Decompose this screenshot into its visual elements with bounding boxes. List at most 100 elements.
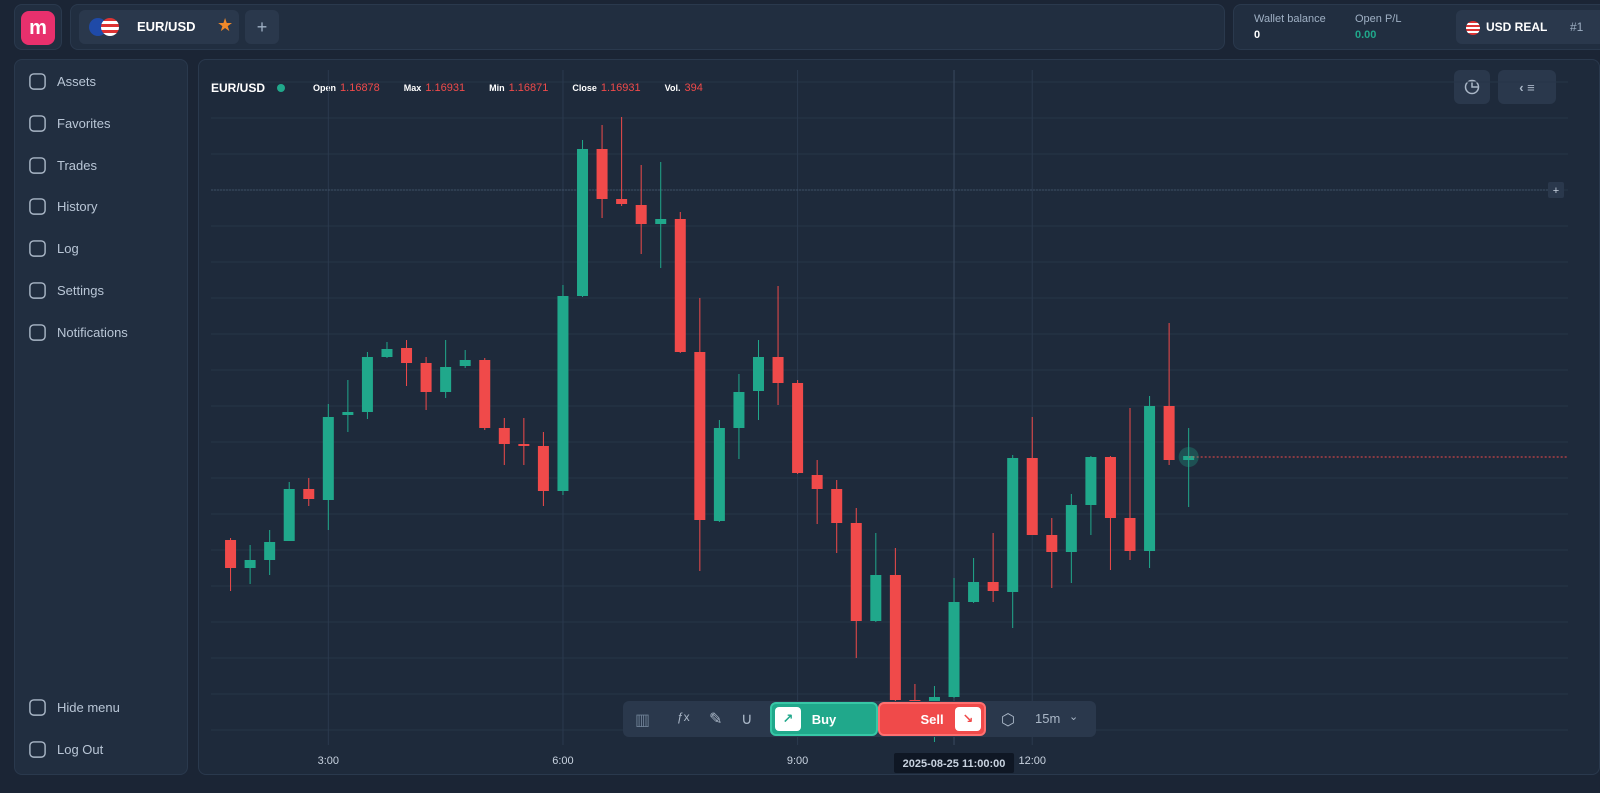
candle-body xyxy=(792,383,804,473)
settings-icon[interactable]: ⬡ xyxy=(1001,712,1015,729)
nav-item[interactable]: Notifications xyxy=(28,323,128,342)
stat-value: 1.16878 xyxy=(340,82,380,94)
candle-body xyxy=(479,360,491,428)
candle-body xyxy=(655,219,667,224)
candle-body xyxy=(361,357,373,412)
symbol: EUR/USD xyxy=(211,81,266,95)
panel-btn[interactable]: ‹ ≡ xyxy=(1498,70,1556,104)
nav-item[interactable]: Log Out xyxy=(28,740,103,759)
stat: Min 1.16871 xyxy=(489,82,548,94)
nav-label: Favorites xyxy=(57,115,111,131)
crosshair-label: 2025-08-25 11:00:00 xyxy=(903,758,1006,770)
sell-icon: ↘ xyxy=(955,707,981,731)
stat: Vol. 394 xyxy=(665,82,703,94)
nav-icon xyxy=(29,114,46,132)
wallet-value: 0 xyxy=(1254,29,1261,41)
account-select[interactable]: USD REAL #1 xyxy=(1456,10,1600,44)
candle-body xyxy=(498,428,510,444)
candle-body xyxy=(537,446,549,491)
logo-box[interactable]: m xyxy=(14,4,62,50)
indicator-btn[interactable] xyxy=(1454,70,1490,104)
nav-icon xyxy=(29,73,46,90)
crosshair-label-bg xyxy=(894,753,1015,773)
fx-icon[interactable]: ƒx xyxy=(677,710,690,724)
stat-label: Open xyxy=(313,83,337,93)
candle-body xyxy=(713,428,725,521)
star[interactable]: ★ xyxy=(217,15,234,35)
candle-body xyxy=(303,489,315,499)
stat-value: 1.16871 xyxy=(508,82,549,94)
candle-body xyxy=(322,417,334,500)
nav-icon xyxy=(29,323,46,341)
candle-body xyxy=(1065,505,1077,552)
wallet-label: Wallet balance xyxy=(1254,13,1326,25)
candle-body xyxy=(1104,457,1116,518)
nav-icon xyxy=(29,198,46,216)
candle-body xyxy=(1046,535,1058,552)
nav-label: Settings xyxy=(57,283,104,298)
candle-body xyxy=(733,392,745,428)
x-tick-label: 9:00 xyxy=(787,755,808,767)
account-id: #1 xyxy=(1570,20,1584,34)
nav-item[interactable]: History xyxy=(28,197,97,216)
layout-icon[interactable]: ▥ xyxy=(635,712,651,729)
nav-icon xyxy=(29,156,46,174)
stat: Open 1.16878 xyxy=(313,82,380,94)
candle-body xyxy=(420,363,432,392)
chevron[interactable]: ⌄ xyxy=(1069,711,1079,723)
candle-body xyxy=(694,352,706,520)
stat: Close 1.16931 xyxy=(572,82,640,94)
sell-button[interactable]: Sell ↘ xyxy=(878,702,986,736)
ohlc-header: EUR/USD Open 1.16878 Max 1.16931 Min 1.16871 C… xyxy=(211,81,715,95)
candle-body xyxy=(1007,458,1019,592)
stat-label: Close xyxy=(572,83,597,93)
candle-body xyxy=(889,575,901,700)
crosshair-add xyxy=(1548,182,1564,198)
stat-value: 1.16931 xyxy=(425,82,466,94)
candle-body xyxy=(870,575,882,621)
stat-value: 1.16931 xyxy=(600,82,641,94)
candle-body xyxy=(635,205,647,224)
nav-icon xyxy=(29,741,46,758)
live-dot xyxy=(277,84,286,92)
candle-body xyxy=(968,582,980,602)
nav-item[interactable]: Assets xyxy=(28,72,96,91)
candle-body xyxy=(831,489,843,523)
nav-item[interactable]: Trades xyxy=(28,156,97,175)
nav-item[interactable]: Settings xyxy=(28,281,104,300)
nav-label: Log Out xyxy=(57,742,104,757)
x-tick-label: 12:00 xyxy=(1018,755,1046,767)
candle-body xyxy=(440,367,452,392)
nav-icon xyxy=(29,240,46,257)
candle-body xyxy=(987,582,999,591)
candle-body xyxy=(1124,518,1136,551)
plus: + xyxy=(1553,185,1559,197)
nav-item[interactable]: Log xyxy=(28,239,79,258)
nav-item[interactable]: Hide menu xyxy=(28,698,120,717)
pl-value: 0.00 xyxy=(1355,29,1377,41)
account-bar: Wallet balance 0 Open P/L 0.00 USD REAL … xyxy=(1233,4,1600,50)
candle-body xyxy=(1144,406,1156,551)
nav-item[interactable]: Favorites xyxy=(28,114,110,133)
interval[interactable]: 15m xyxy=(1035,711,1061,726)
candle-body xyxy=(928,697,940,701)
candle-body xyxy=(577,149,589,296)
add-tab[interactable]: + xyxy=(245,10,279,44)
stat-value: 394 xyxy=(684,82,703,94)
x-tick-label: 3:00 xyxy=(318,755,339,767)
magnet-icon[interactable]: ∪ xyxy=(741,711,753,728)
draw-icon[interactable]: ✎ xyxy=(709,711,723,728)
nav-icon xyxy=(29,282,46,299)
pl-label: Open P/L xyxy=(1355,13,1402,25)
candle-body xyxy=(948,602,960,697)
candle-body xyxy=(1163,406,1175,460)
account-label: USD REAL xyxy=(1486,20,1548,34)
candle-body xyxy=(401,348,413,363)
flag-us xyxy=(1466,21,1480,35)
flag-us xyxy=(101,18,119,36)
buy-button[interactable]: ↗ Buy xyxy=(770,702,878,736)
asset-tab[interactable]: EUR/USD ★ xyxy=(79,10,239,44)
sidebar: Assets Favorites Trades History Log Settings N… xyxy=(14,59,188,775)
